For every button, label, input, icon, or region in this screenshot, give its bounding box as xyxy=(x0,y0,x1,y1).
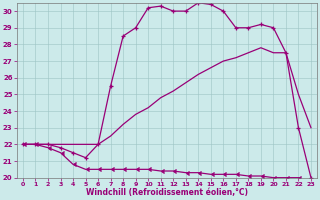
X-axis label: Windchill (Refroidissement éolien,°C): Windchill (Refroidissement éolien,°C) xyxy=(86,188,248,197)
